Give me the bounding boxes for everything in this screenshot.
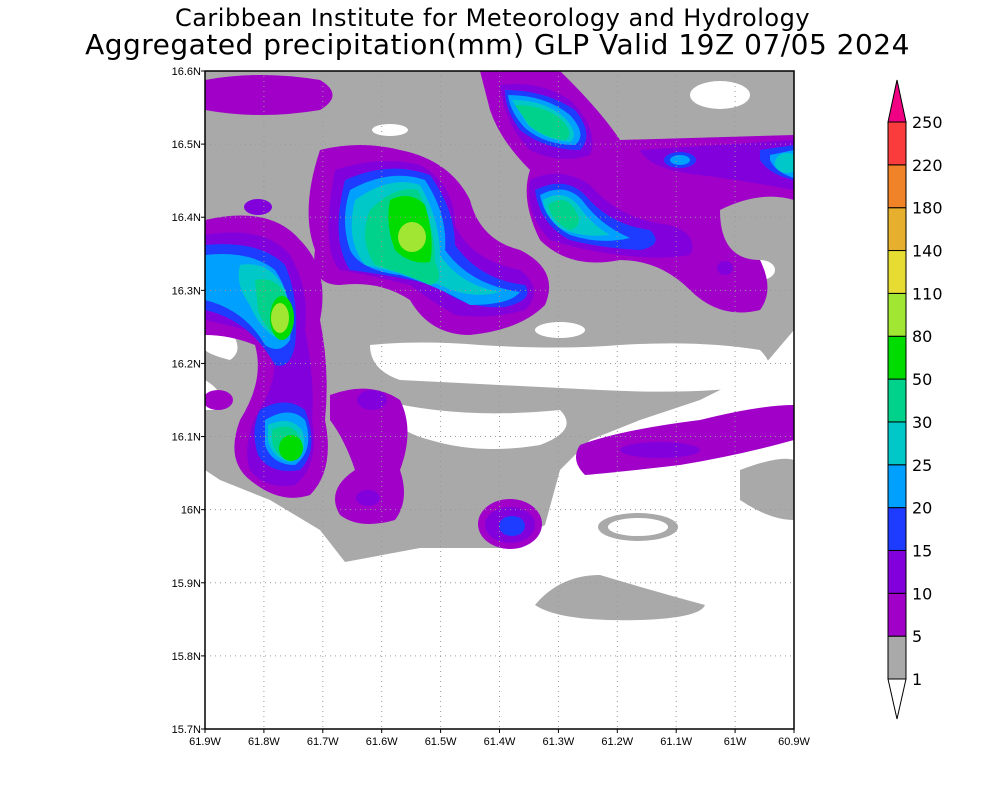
contour-1mm xyxy=(740,458,794,520)
colorbar-label: 30 xyxy=(912,413,932,432)
title-line-1: Caribbean Institute for Meteorology and … xyxy=(174,4,811,32)
lon-tick-label: 61.7W xyxy=(307,736,339,748)
colorbar-swatch xyxy=(887,549,907,594)
lon-tick-label: 61.3W xyxy=(543,736,575,748)
colorbar-swatch xyxy=(887,164,907,209)
lat-tick-label: 16.6N xyxy=(172,66,201,78)
lat-tick-label: 16.2N xyxy=(172,358,201,370)
colorbar-swatch xyxy=(887,378,907,423)
colorbar-label: 25 xyxy=(912,456,932,475)
colorbar-swatch xyxy=(887,207,907,252)
lon-tick-label: 61.1W xyxy=(660,736,692,748)
colorbar-label: 140 xyxy=(912,242,943,261)
colorbar-swatch xyxy=(887,335,907,380)
lon-tick-label: 61.2W xyxy=(601,736,633,748)
colorbar-label: 50 xyxy=(912,370,932,389)
axis-ticks: 61.9W 61.8W 61.7W 61.6W 61.5W 61.4W 61.3W 61.2W… xyxy=(172,66,811,748)
colorbar-swatch xyxy=(887,592,907,637)
colorbar-swatch xyxy=(887,121,907,166)
colorbar-swatch xyxy=(887,421,907,466)
lon-tick-label: 61W xyxy=(724,736,747,748)
colorbar-label: 110 xyxy=(912,284,943,303)
grid-lines xyxy=(205,71,794,729)
lon-tick-label: 60.9W xyxy=(778,736,810,748)
lat-tick-label: 15.9N xyxy=(172,578,201,590)
contour-1mm xyxy=(535,575,705,621)
colorbar-label: 220 xyxy=(912,156,943,175)
lat-tick-label: 15.8N xyxy=(172,651,201,663)
colorbar-swatch xyxy=(887,464,907,509)
colorbar-label: 20 xyxy=(912,499,932,518)
lat-tick-label: 16.5N xyxy=(172,139,201,151)
lon-tick-label: 61.6W xyxy=(366,736,398,748)
lat-tick-label: 16N xyxy=(181,505,201,517)
colorbar-swatch xyxy=(887,250,907,294)
colorbar-label: 10 xyxy=(912,584,932,603)
lat-tick-label: 15.7N xyxy=(172,724,201,736)
colorbar-label: 180 xyxy=(912,199,943,218)
title-line-2: Aggregated precipitation(mm) GLP Valid 1… xyxy=(85,28,910,61)
lat-tick-label: 16.3N xyxy=(172,285,201,297)
colorbar-label: 15 xyxy=(912,541,932,560)
colorbar-label: 250 xyxy=(912,113,943,132)
contour-80mm xyxy=(271,222,426,333)
colorbar-over-triangle xyxy=(887,79,907,123)
colorbar-label: 80 xyxy=(912,327,932,346)
lat-tick-label: 16.4N xyxy=(172,212,201,224)
contour-fill xyxy=(205,71,794,621)
colorbar-swatch xyxy=(887,635,907,680)
colorbar-swatch xyxy=(887,292,907,337)
colorbar-label: 1 xyxy=(912,670,922,689)
colorbar-swatch xyxy=(887,507,907,551)
lat-tick-label: 16.1N xyxy=(172,432,201,444)
lon-tick-label: 61.9W xyxy=(189,736,221,748)
lon-tick-label: 61.5W xyxy=(425,736,457,748)
lon-tick-label: 61.4W xyxy=(484,736,516,748)
colorbar-under-triangle xyxy=(887,678,907,720)
lon-tick-label: 61.8W xyxy=(248,736,280,748)
colorbar-label: 5 xyxy=(912,627,922,646)
